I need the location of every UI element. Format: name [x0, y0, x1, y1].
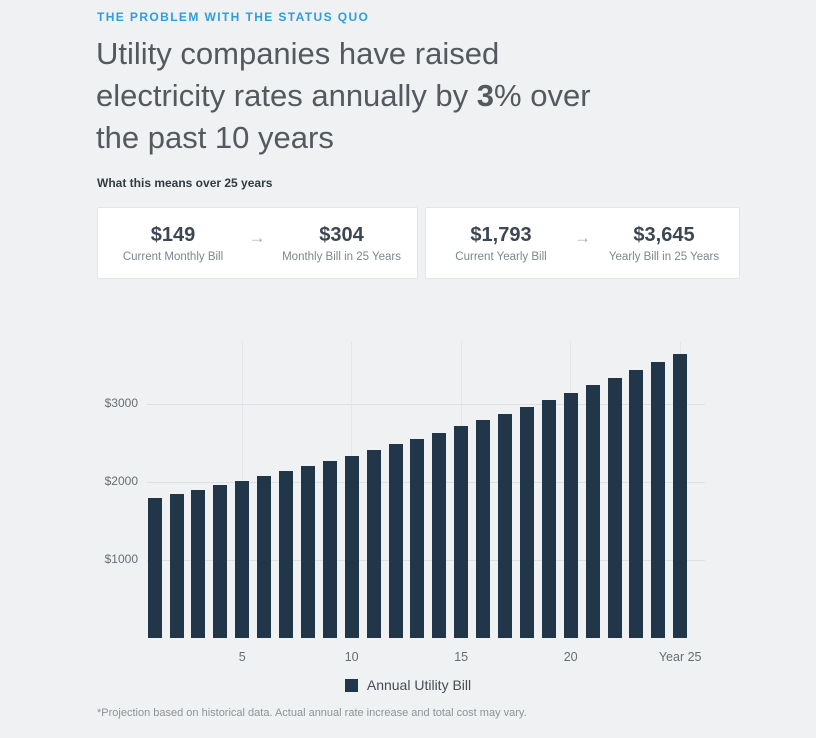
bar-year-13[interactable] — [410, 438, 425, 638]
page-title-rate-value: 3 — [476, 78, 495, 113]
bar-series-annual-utility-bill — [147, 338, 705, 638]
bar-year-19[interactable] — [541, 399, 556, 638]
projection-footnote: *Projection based on historical data. Ac… — [97, 707, 527, 719]
stat-label: Current Monthly Bill — [122, 251, 224, 263]
bar-year-25[interactable] — [673, 353, 688, 638]
stat-current-yearly-bill: $1,793 Current Yearly Bill — [442, 223, 560, 263]
eyebrow-heading: THE PROBLEM WITH THE STATUS QUO — [97, 10, 370, 24]
y-gridline-3000 — [147, 403, 705, 405]
page-title: Utility companies have raised electricit… — [96, 33, 591, 159]
chart-legend: Annual Utility Bill — [0, 677, 816, 693]
page-title-line-3: the past 10 years — [96, 120, 334, 155]
stats-subheading: What this means over 25 years — [97, 176, 273, 190]
utility-bill-bar-chart: $1000 $2000 $3000 5 10 15 20 Year 25 — [0, 338, 816, 668]
stat-yearly-bill-25-years: $3,645 Yearly Bill in 25 Years — [605, 223, 723, 263]
bar-year-20[interactable] — [563, 392, 578, 638]
bar-year-7[interactable] — [279, 471, 293, 638]
bar-year-14[interactable] — [432, 432, 447, 638]
bar-year-17[interactable] — [498, 413, 512, 638]
bar-year-12[interactable] — [388, 444, 403, 638]
y-axis-label: $2000 — [104, 473, 138, 488]
x-axis-label: 20 — [563, 650, 578, 664]
bar-year-23[interactable] — [629, 369, 644, 638]
yearly-bill-card: $1,793 Current Yearly Bill → $3,645 Year… — [425, 207, 740, 279]
bar-year-4[interactable] — [213, 485, 228, 638]
stat-current-monthly-bill: $149 Current Monthly Bill — [114, 223, 232, 263]
bar-year-5[interactable] — [235, 480, 250, 638]
arrow-right-icon: → — [574, 228, 591, 247]
bar-year-8[interactable] — [300, 466, 315, 638]
stat-monthly-bill-25-years: $304 Monthly Bill in 25 Years — [282, 223, 401, 263]
bar-year-2[interactable] — [169, 493, 184, 638]
bar-year-21[interactable] — [585, 385, 600, 638]
bar-year-11[interactable] — [366, 450, 381, 638]
stat-label: Yearly Bill in 25 Years — [608, 251, 720, 263]
bar-year-24[interactable] — [651, 361, 666, 638]
arrow-right-icon: → — [248, 228, 266, 247]
monthly-bill-card: $149 Current Monthly Bill → $304 Monthly… — [97, 207, 418, 279]
y-axis-label: $1000 — [104, 551, 138, 566]
bar-year-9[interactable] — [322, 460, 337, 638]
stat-value: $304 — [319, 224, 364, 246]
x-axis-label: Year 25 — [658, 650, 702, 664]
bar-year-10[interactable] — [344, 455, 359, 638]
page-title-line-2: electricity rates annually by 3% over — [96, 75, 591, 117]
bar-year-18[interactable] — [519, 406, 534, 638]
page-title-line-2-pre: electricity rates annually by — [96, 78, 477, 113]
y-axis-label: $3000 — [104, 395, 138, 410]
stat-value: $3,645 — [633, 224, 695, 246]
stat-value: $1,793 — [470, 224, 532, 246]
legend-label: Annual Utility Bill — [366, 677, 472, 693]
stat-value: $149 — [150, 224, 196, 246]
bar-year-22[interactable] — [607, 377, 622, 638]
stat-label: Current Yearly Bill — [455, 251, 547, 263]
page-title-line-1: Utility companies have raised — [96, 36, 500, 71]
x-axis-label: 15 — [454, 650, 469, 664]
legend-swatch-icon — [344, 678, 358, 692]
bar-year-16[interactable] — [476, 420, 491, 638]
bar-year-1[interactable] — [147, 498, 162, 638]
y-gridline-1000 — [147, 559, 705, 561]
x-axis-label: 10 — [344, 650, 359, 664]
x-axis-label: 5 — [238, 650, 246, 664]
bar-year-3[interactable] — [191, 489, 206, 638]
bar-year-6[interactable] — [257, 475, 272, 638]
bar-year-15[interactable] — [454, 426, 469, 638]
page-title-line-2-post: % over — [494, 78, 591, 113]
stat-label: Monthly Bill in 25 Years — [282, 251, 401, 263]
y-gridline-2000 — [147, 481, 705, 483]
